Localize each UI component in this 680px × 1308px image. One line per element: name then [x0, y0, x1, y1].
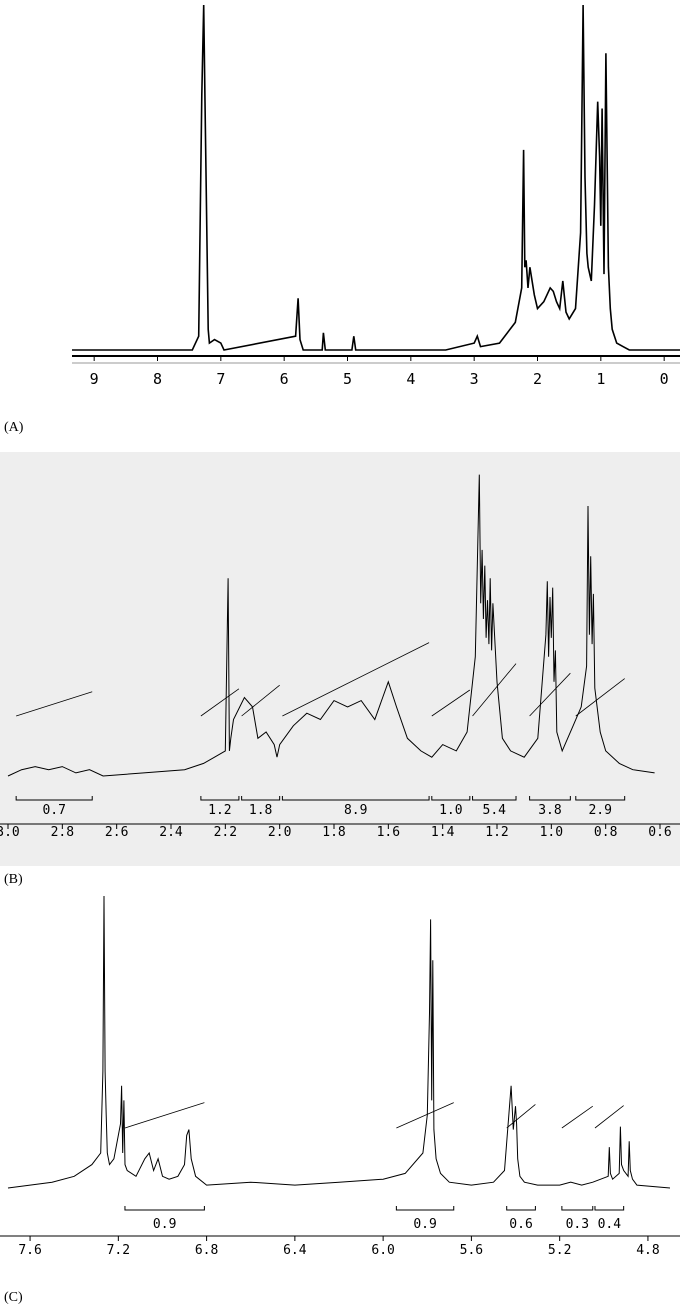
- integral-curve: [241, 684, 280, 717]
- x-tick-label: 5.6: [460, 1243, 483, 1258]
- panel-c-caption: (C): [4, 1290, 23, 1305]
- integral-label: 5.4: [483, 803, 507, 818]
- panel-a-caption: (A): [4, 420, 24, 435]
- integral-curve: [396, 1102, 454, 1129]
- integral-curve: [575, 678, 625, 717]
- integral-curve: [506, 1104, 536, 1129]
- x-tick-label: 3.0: [0, 825, 20, 840]
- integral-label: 1.8: [249, 803, 272, 818]
- integral-label: 0.9: [153, 1217, 176, 1232]
- x-tick-label: 1.4: [431, 825, 455, 840]
- integral-bracket: [281, 796, 430, 801]
- integral-bracket: [506, 1206, 536, 1211]
- integral-curve: [529, 672, 571, 717]
- integral-curve: [561, 1105, 593, 1129]
- x-tick-label: 3: [470, 370, 479, 388]
- x-tick-label: 2: [533, 370, 542, 388]
- x-tick-label: 2.4: [159, 825, 183, 840]
- integral-curve: [282, 642, 430, 717]
- spectrum-chart-b: 3.0 2.8 2.6 2.4 2.2 2.0 1.8 1.6 1.4 1.2 1.0 0.8 0.6 0…: [0, 474, 680, 840]
- x-tick-label: 1: [596, 370, 605, 388]
- integral-bracket: [431, 796, 471, 801]
- x-tick-label: 2.0: [268, 825, 291, 840]
- x-tick-label: 2.2: [214, 825, 237, 840]
- spectrum-trace: [7, 895, 671, 1189]
- integral-curve: [431, 689, 471, 717]
- x-tick-label: 5.2: [548, 1243, 571, 1258]
- x-tick-label: 1.6: [377, 825, 400, 840]
- integral-curve: [16, 691, 93, 717]
- integral-bracket: [472, 796, 517, 801]
- x-tick-label: 0.8: [594, 825, 617, 840]
- x-tick-label: 4: [406, 370, 415, 388]
- x-tick-label: 7: [216, 370, 225, 388]
- integral-label: 8.9: [344, 803, 367, 818]
- integral-label: 1.0: [439, 803, 462, 818]
- x-tick-label: 9: [90, 370, 99, 388]
- spectrum-panel-c: 7.6 7.2 6.8 6.4 6.0 5.6 5.2 4.8 0.9 0.9 0.6 0.3 0.4: [0, 888, 680, 1288]
- spectrum-trace: [7, 474, 655, 777]
- integral-bracket: [200, 796, 240, 801]
- spectrum-panel-b: 3.0 2.8 2.6 2.4 2.2 2.0 1.8 1.6 1.4 1.2 1.0 0.8 0.6 0…: [0, 452, 680, 866]
- integral-bracket: [575, 796, 626, 801]
- integral-label: 1.2: [208, 803, 231, 818]
- integral-curve: [200, 688, 240, 717]
- integral-label: 2.9: [588, 803, 611, 818]
- integral-bracket: [241, 796, 281, 801]
- x-tick-label: 6.0: [371, 1243, 394, 1258]
- x-tick-label: 1.8: [322, 825, 345, 840]
- x-tick-label: 7.6: [18, 1243, 41, 1258]
- x-tick-label: 0: [660, 370, 669, 388]
- integral-curve: [124, 1102, 205, 1129]
- integral-label: 3.8: [538, 803, 561, 818]
- x-tick-label: 8: [153, 370, 162, 388]
- x-tick-label: 7.2: [107, 1243, 130, 1258]
- x-tick-label: 6.4: [283, 1243, 307, 1258]
- integral-bracket: [594, 1206, 625, 1211]
- x-tick-label: 4.8: [636, 1243, 659, 1258]
- integral-label: 0.7: [42, 803, 65, 818]
- x-tick-label: 5: [343, 370, 352, 388]
- integral-bracket: [124, 1206, 205, 1211]
- integral-bracket: [561, 1206, 594, 1211]
- x-tick-label: 2.8: [51, 825, 74, 840]
- x-tick-label: 2.6: [105, 825, 128, 840]
- spectrum-chart-c: 7.6 7.2 6.8 6.4 6.0 5.6 5.2 4.8 0.9 0.9 0.6 0.3 0.4: [0, 895, 680, 1258]
- spectrum-panel-a: 9 8 7 6 5 4 3 2 1 0: [0, 0, 680, 412]
- integral-curve: [594, 1105, 624, 1129]
- integral-label: 0.3: [566, 1217, 589, 1232]
- x-tick-label: 6.8: [195, 1243, 218, 1258]
- x-tick-label: 1.0: [540, 825, 563, 840]
- integral-label: 0.4: [598, 1217, 622, 1232]
- x-tick-label: 0.6: [648, 825, 671, 840]
- integral-curve: [472, 663, 517, 717]
- spectrum-chart-a: 9 8 7 6 5 4 3 2 1 0: [72, 4, 680, 388]
- panel-b-caption: (B): [4, 872, 23, 887]
- integral-bracket: [395, 1206, 455, 1211]
- integral-bracket: [529, 796, 571, 801]
- integral-bracket: [15, 796, 93, 801]
- integral-label: 0.9: [413, 1217, 436, 1232]
- x-tick-label: 1.2: [485, 825, 508, 840]
- x-tick-label: 6: [280, 370, 289, 388]
- spectrum-trace: [72, 4, 680, 351]
- integral-label: 0.6: [509, 1217, 532, 1232]
